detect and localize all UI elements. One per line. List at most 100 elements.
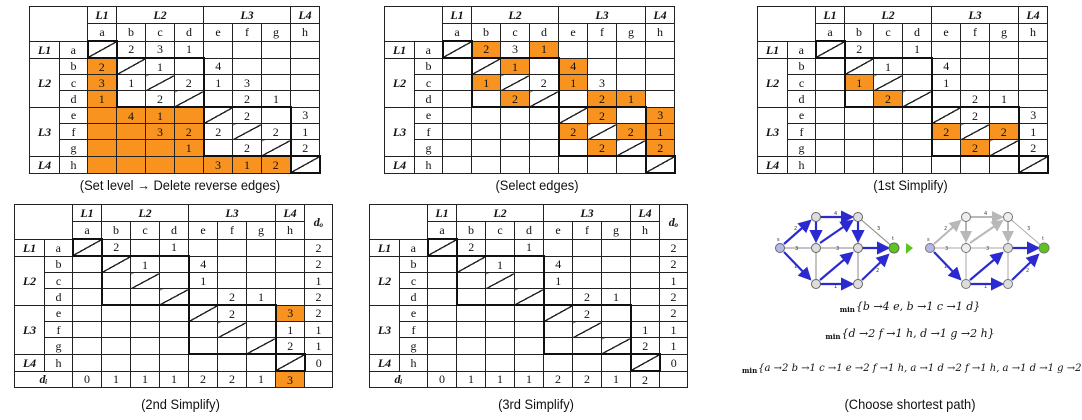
row-header: h <box>399 353 428 372</box>
matrix-row: L3 e 2 2 <box>369 304 688 355</box>
level-row-header: L1 <box>29 40 60 59</box>
matrix-cell <box>188 238 218 257</box>
matrix-row: g 2 2 <box>758 139 1048 157</box>
level-row-header: L3 <box>757 106 788 157</box>
row-header: a <box>44 238 73 257</box>
level-row-header: L4 <box>384 155 415 174</box>
matrix-cell <box>290 90 320 108</box>
out-degree-header: dₒ <box>659 204 688 240</box>
matrix-cell <box>1018 90 1048 108</box>
matrix-cell <box>629 353 661 372</box>
column-header: g <box>616 23 646 42</box>
matrix-cell: 2 <box>471 40 501 59</box>
matrix-cell <box>174 155 204 174</box>
column-header: a <box>815 23 845 42</box>
svg-text:1: 1 <box>984 284 987 290</box>
column-header: d <box>902 23 932 42</box>
column-header: g <box>261 23 291 42</box>
matrix-cell: 3 <box>1018 106 1048 124</box>
matrix-2nd-simplify: L1 L2 L3 L4 dₒ a b c d e f g h L1 a 2 1 2 L2 b 1 4 2 c 1 1 d 2 1 2 L3 e… <box>14 204 333 388</box>
matrix-cell <box>902 57 933 75</box>
matrix-cell: 1 <box>514 238 544 257</box>
matrix-cell <box>960 40 990 59</box>
matrix-cell <box>455 288 486 306</box>
svg-text:3: 3 <box>945 246 948 252</box>
matrix-cell <box>159 337 189 355</box>
matrix-cell <box>116 123 146 140</box>
matrix-cell <box>543 238 573 257</box>
matrix-cell: 2 <box>217 288 247 306</box>
matrix-cell <box>873 155 903 174</box>
svg-text:2: 2 <box>1026 268 1029 274</box>
matrix-cell: 2 <box>290 139 320 157</box>
matrix-cell: 3 <box>145 123 175 140</box>
level-header: L1 <box>442 6 472 24</box>
level-header: L3 <box>543 204 631 222</box>
matrix-cell: 2 <box>960 90 990 108</box>
matrix-cell: 3 <box>645 106 675 124</box>
column-header: e <box>188 221 218 240</box>
matrix-cell <box>587 123 617 140</box>
matrix-cell <box>471 123 501 140</box>
level-header: L3 <box>931 6 1019 24</box>
matrix-cell <box>87 139 117 157</box>
out-degree-cell: 2 <box>659 288 688 306</box>
matrix-cell: 2 <box>174 123 204 140</box>
matrix-cell <box>456 321 486 338</box>
matrix-row: g 2 2 <box>385 139 675 157</box>
matrix-cell <box>500 106 530 124</box>
matrix-cell <box>616 139 647 157</box>
row-header: g <box>787 139 816 157</box>
matrix-cell <box>130 353 160 372</box>
out-degree-cell: 1 <box>304 321 333 338</box>
matrix-cell <box>72 255 102 273</box>
out-degree-cell: 2 <box>659 238 688 257</box>
matrix-cell <box>72 304 102 322</box>
row-header: d <box>399 288 428 306</box>
matrix-cell <box>72 337 102 355</box>
matrix-cell <box>989 74 1019 91</box>
matrix-cell: 1 <box>159 238 189 257</box>
caption-1st-simplify: (1st Simplify) <box>873 177 948 193</box>
level-header: L4 <box>290 6 320 24</box>
level-row-header: L2 <box>384 57 415 108</box>
matrix-cell <box>557 106 588 124</box>
out-degree-cell: 1 <box>659 321 688 338</box>
matrix-row: L1 a 2 3 1 <box>29 40 320 59</box>
level-header: L1 <box>72 204 102 222</box>
matrix-select-edges: L1 L2 L3 L4 a b c d e f g h L1 a 2 3 1 L2 b 1 4 c 1 2 1 3 d 2 2 1 L3 e 2… <box>384 6 676 174</box>
matrix-cell: 4 <box>931 57 961 75</box>
matrix-cell <box>572 337 602 355</box>
matrix-cell <box>815 57 845 75</box>
matrix-row: c 1 1 <box>370 272 688 289</box>
matrix-cell <box>902 74 933 91</box>
matrix-cell <box>471 139 501 157</box>
matrix-cell: 2 <box>232 106 262 124</box>
matrix-cell <box>1018 40 1048 59</box>
out-degree-cell: 2 <box>304 304 333 322</box>
matrix-cell <box>500 139 530 157</box>
matrix-cell <box>130 238 160 257</box>
matrix-cell: 1 <box>174 40 204 59</box>
matrix-cell <box>456 337 486 355</box>
level-row-header: L2 <box>29 57 60 108</box>
matrix-cell <box>485 272 515 289</box>
svg-text:3: 3 <box>1027 226 1030 232</box>
in-degree-cell: 2 <box>543 370 573 388</box>
matrix-cell: 2 <box>616 123 647 140</box>
in-degree-cell: 1 <box>159 370 189 388</box>
matrix-cell <box>217 255 247 273</box>
row-header: h <box>414 155 443 174</box>
matrix-cell <box>203 90 233 108</box>
matrix-cell: 2 <box>261 123 292 140</box>
matrix-cell <box>470 57 501 75</box>
matrix-cell <box>616 106 647 124</box>
matrix-cell <box>217 272 247 289</box>
matrix-cell: 1 <box>115 74 146 91</box>
out-degree-cell: 0 <box>659 353 688 372</box>
matrix-cell <box>989 106 1020 124</box>
level-header: L4 <box>1018 6 1048 24</box>
